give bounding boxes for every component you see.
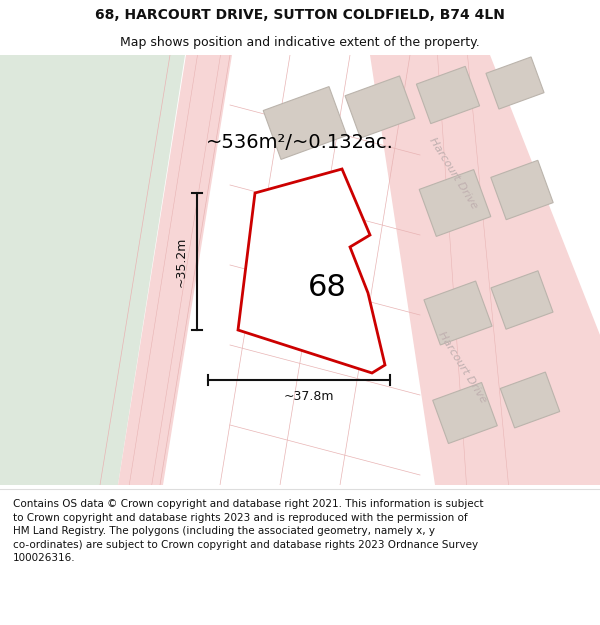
Polygon shape: [486, 57, 544, 109]
Polygon shape: [370, 55, 600, 485]
Text: 68, HARCOURT DRIVE, SUTTON COLDFIELD, B74 4LN: 68, HARCOURT DRIVE, SUTTON COLDFIELD, B7…: [95, 8, 505, 22]
Polygon shape: [238, 169, 385, 373]
Polygon shape: [419, 169, 491, 236]
Polygon shape: [491, 271, 553, 329]
Polygon shape: [416, 66, 479, 124]
Polygon shape: [433, 382, 497, 444]
Polygon shape: [345, 76, 415, 138]
Polygon shape: [0, 55, 185, 485]
Polygon shape: [491, 160, 553, 220]
Text: Harcourt Drive: Harcourt Drive: [427, 136, 479, 211]
Text: ~536m²/~0.132ac.: ~536m²/~0.132ac.: [206, 134, 394, 152]
Polygon shape: [118, 55, 232, 485]
Text: ~35.2m: ~35.2m: [175, 236, 187, 287]
Text: Harcourt Drive: Harcourt Drive: [436, 329, 488, 404]
Polygon shape: [500, 372, 560, 428]
Text: 68: 68: [308, 273, 346, 302]
Polygon shape: [424, 281, 492, 345]
Polygon shape: [263, 87, 347, 159]
Text: ~37.8m: ~37.8m: [284, 391, 334, 404]
Text: Contains OS data © Crown copyright and database right 2021. This information is : Contains OS data © Crown copyright and d…: [13, 499, 484, 563]
Text: Map shows position and indicative extent of the property.: Map shows position and indicative extent…: [120, 36, 480, 49]
